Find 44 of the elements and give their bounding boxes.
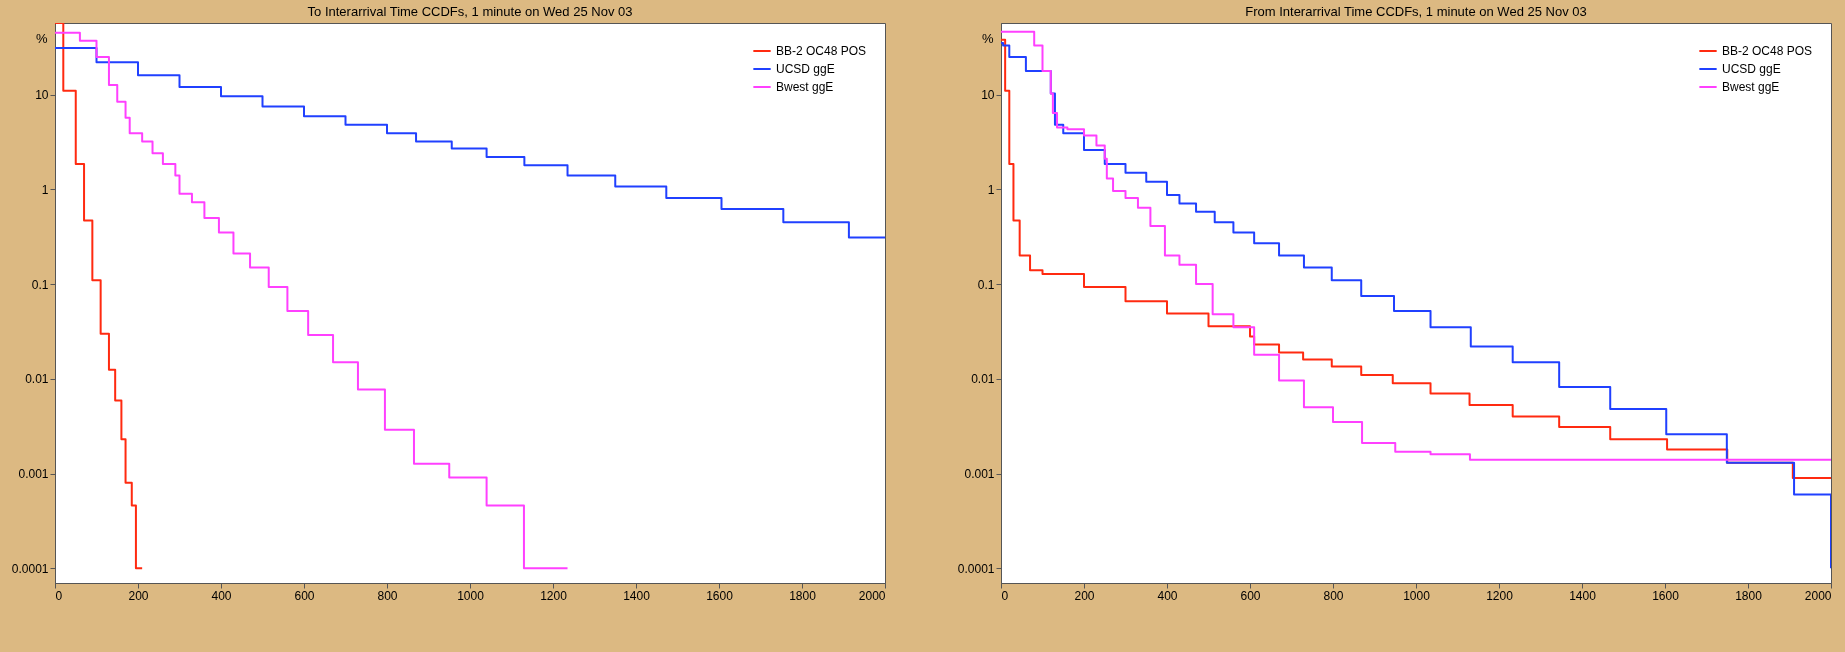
x-tick-label: 1000 xyxy=(1403,588,1431,603)
x-tick-label: 600 xyxy=(1240,588,1261,603)
x-tick-label: 0 xyxy=(55,588,63,603)
y-tick-label: 1 xyxy=(987,182,995,197)
x-tick-label: 0 xyxy=(1001,588,1009,603)
y-tick-label: 0.1 xyxy=(977,277,995,292)
x-tick-label: 1600 xyxy=(1652,588,1680,603)
x-tick-label: 1000 xyxy=(457,588,485,603)
x-tick-label: 800 xyxy=(377,588,398,603)
y-tick-label: 0.0001 xyxy=(11,561,49,576)
x-tick-label: 1800 xyxy=(1735,588,1763,603)
x-tick-label: 200 xyxy=(128,588,149,603)
legend-label: UCSD ggE xyxy=(1722,62,1781,76)
x-tick-label: 600 xyxy=(294,588,315,603)
x-tick-label: 1400 xyxy=(623,588,651,603)
chart-title: To Interarrival Time CCDFs, 1 minute on Wed 25 Nov 03 xyxy=(307,4,633,19)
legend-label: BB-2 OC48 POS xyxy=(776,44,867,58)
y-tick-label: 10 xyxy=(981,88,995,103)
x-tick-label: 1200 xyxy=(540,588,568,603)
chart-title: From Interarrival Time CCDFs, 1 minute on Wed 25 Nov 03 xyxy=(1245,4,1587,19)
x-tick-label: 400 xyxy=(211,588,232,603)
legend-label: BB-2 OC48 POS xyxy=(1722,44,1813,58)
x-tick-label: 2000 xyxy=(858,588,886,603)
x-tick-label: 2000 xyxy=(1804,588,1832,603)
y-axis-title: % xyxy=(981,30,994,46)
x-tick-label: 800 xyxy=(1323,588,1344,603)
x-tick-label: 1200 xyxy=(1486,588,1514,603)
x-tick-label: 1800 xyxy=(789,588,817,603)
y-tick-label: 10 xyxy=(35,88,49,103)
y-tick-label: 0.001 xyxy=(18,467,49,482)
x-tick-label: 1400 xyxy=(1569,588,1597,603)
y-tick-label: 0.001 xyxy=(964,467,995,482)
legend-label: Bwest ggE xyxy=(776,80,834,94)
legend-label: UCSD ggE xyxy=(776,62,835,76)
x-tick-label: 200 xyxy=(1074,588,1095,603)
y-tick-label: 0.0001 xyxy=(957,561,995,576)
x-tick-label: 1600 xyxy=(706,588,734,603)
y-tick-label: 1 xyxy=(41,182,49,197)
y-tick-label: 0.1 xyxy=(31,277,49,292)
x-tick-label: 400 xyxy=(1157,588,1178,603)
legend-label: Bwest ggE xyxy=(1722,80,1780,94)
y-tick-label: 0.01 xyxy=(25,372,49,387)
y-axis-title: % xyxy=(35,30,48,46)
y-tick-label: 0.01 xyxy=(971,372,995,387)
